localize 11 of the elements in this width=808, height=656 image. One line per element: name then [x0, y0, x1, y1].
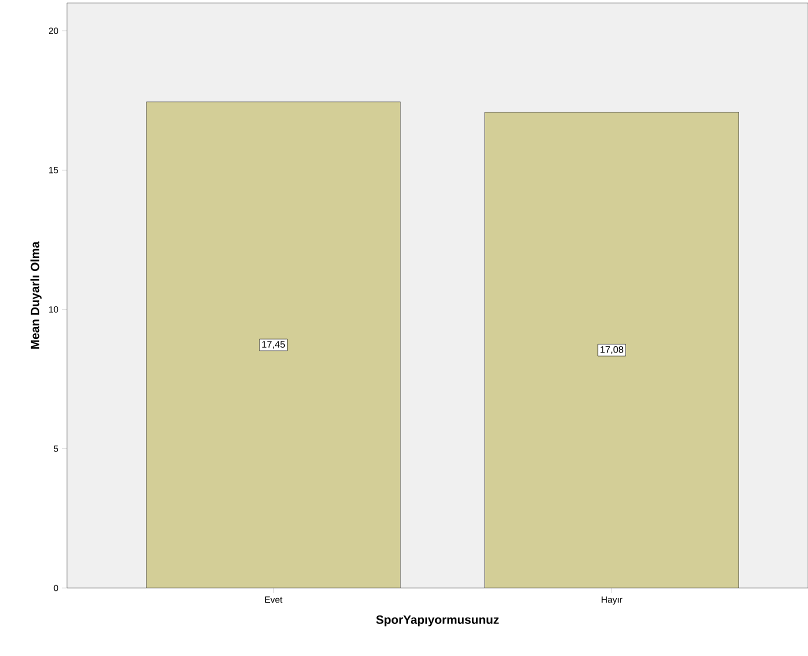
data-label: 17,45	[262, 341, 285, 349]
y-tick-label: 5	[54, 446, 58, 452]
y-tick-label: 20	[48, 28, 58, 34]
y-axis-title: Mean Duyarlı Olma	[30, 241, 42, 349]
y-tick-label: 0	[54, 584, 58, 592]
x-tick-label: Hayır	[602, 596, 622, 605]
x-tick-label: Evet	[265, 596, 282, 603]
data-label: 17,08	[600, 346, 624, 354]
x-axis-title: SporYapıyormusunuz	[376, 615, 499, 626]
y-tick-label: 15	[49, 167, 58, 174]
y-tick-label: 10	[49, 306, 58, 313]
